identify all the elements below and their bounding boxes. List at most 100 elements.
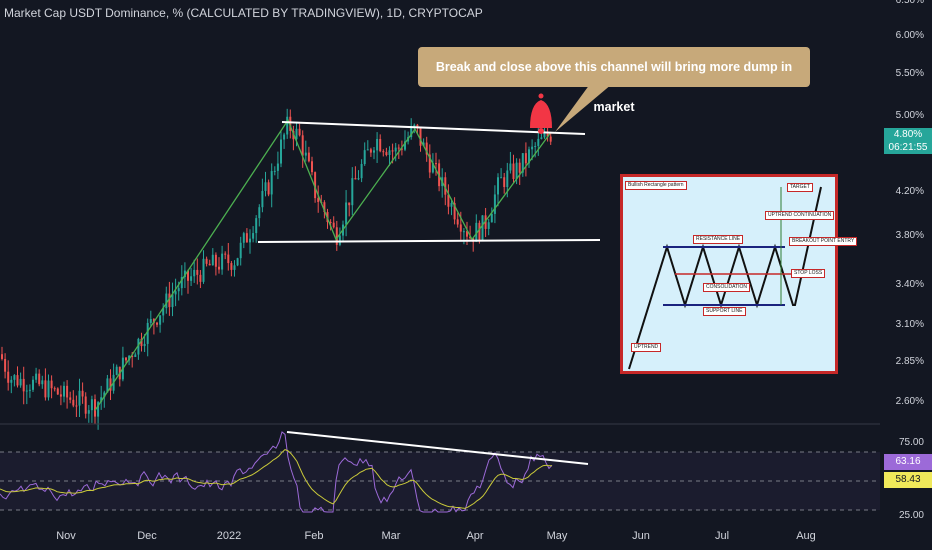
candle	[360, 159, 363, 183]
bell-top	[538, 93, 544, 99]
candle	[115, 364, 118, 376]
candle	[224, 251, 227, 260]
candle	[413, 123, 416, 134]
candle	[261, 178, 264, 213]
candle	[524, 142, 527, 177]
candle	[230, 260, 233, 277]
candle	[301, 130, 304, 168]
candle	[490, 207, 493, 223]
candle	[385, 147, 388, 157]
candle	[512, 154, 515, 183]
candle	[90, 395, 93, 423]
candle	[357, 170, 360, 181]
zigzag-lines	[94, 118, 551, 411]
candle	[4, 353, 7, 379]
candle	[503, 173, 506, 194]
bullish-rectangle-inset: Bullish Rectangle pattern TARGET UPTREND…	[620, 174, 858, 374]
candle	[394, 142, 397, 162]
price-tick-label: 3.10%	[895, 319, 924, 331]
candle	[239, 236, 242, 266]
candle	[249, 229, 251, 254]
zigzag-line	[94, 118, 551, 411]
price-tick-label: 5.50%	[895, 68, 924, 80]
inset-stop-label: STOP LOSS	[791, 269, 826, 278]
candle	[7, 360, 10, 391]
candle	[348, 202, 351, 217]
candle	[84, 392, 87, 419]
candle	[258, 204, 261, 227]
time-tick-label: Jun	[632, 530, 650, 542]
candlestick-series	[1, 108, 552, 430]
candle	[208, 259, 211, 266]
annotation-callout[interactable]: Break and close above this channel will …	[418, 47, 810, 114]
candle	[345, 190, 348, 237]
candle	[137, 337, 140, 360]
candle	[149, 310, 152, 327]
inset-uptrend-cont-label: UPTREND CONTINUATION	[765, 211, 835, 220]
candle	[298, 123, 301, 137]
support-line	[257, 239, 601, 243]
inset-title: Bullish Rectangle pattern	[625, 181, 687, 190]
candle	[267, 179, 270, 197]
callout-pointer	[555, 84, 612, 132]
time-tick-label: Dec	[137, 530, 157, 542]
price-tick-label: 4.20%	[895, 186, 924, 198]
candle	[106, 374, 109, 393]
candle	[404, 130, 406, 152]
price-tick-label: 6.50%	[895, 0, 924, 6]
candle	[50, 375, 53, 399]
candle	[22, 366, 25, 405]
candle	[69, 391, 72, 404]
time-tick-label: Aug	[796, 530, 816, 542]
candle	[332, 216, 335, 229]
price-tick-label: 5.00%	[895, 109, 924, 121]
candle	[156, 321, 158, 328]
candle	[159, 315, 162, 333]
price-tick-label: 3.80%	[895, 229, 924, 241]
rsi-trendline	[286, 431, 589, 465]
candle	[369, 147, 372, 157]
candle	[338, 227, 341, 247]
candle	[13, 374, 16, 387]
candle	[531, 139, 534, 161]
candle	[118, 366, 121, 387]
alert-bell-icon[interactable]	[530, 93, 552, 135]
time-tick-label: Feb	[304, 530, 324, 542]
candle	[202, 250, 205, 284]
channel-lines	[257, 121, 601, 243]
candle	[509, 151, 512, 174]
rsi-upper-label: 75.00	[898, 437, 924, 448]
candle	[425, 136, 428, 162]
candle	[521, 153, 524, 177]
candle	[47, 374, 50, 401]
candle	[28, 384, 31, 398]
candle	[447, 184, 450, 215]
candle	[218, 257, 220, 274]
inset-consolidation-label: CONSOLIDATION	[703, 283, 751, 292]
candle	[354, 166, 357, 180]
price-tick-label: 3.40%	[895, 278, 924, 290]
time-tick-label: Nov	[56, 530, 76, 542]
candle	[162, 303, 165, 323]
candle	[270, 163, 273, 208]
candle	[75, 395, 78, 417]
candle	[500, 168, 503, 179]
candle	[174, 278, 177, 307]
candle	[351, 167, 354, 216]
candle	[382, 149, 385, 157]
candle	[335, 220, 338, 251]
candle	[549, 131, 552, 145]
candle	[1, 346, 3, 361]
candle	[227, 243, 230, 271]
candle	[66, 380, 69, 409]
rsi-ma-line	[0, 449, 552, 509]
candle	[35, 367, 38, 383]
candle	[469, 225, 472, 240]
candle	[41, 375, 44, 389]
time-tick-label: 2022	[216, 530, 242, 542]
current-price-badge: 4.80% 06:21:55	[884, 128, 932, 154]
candle	[311, 156, 313, 176]
inset-uptrend-label: UPTREND	[631, 343, 662, 352]
candle	[25, 384, 28, 405]
